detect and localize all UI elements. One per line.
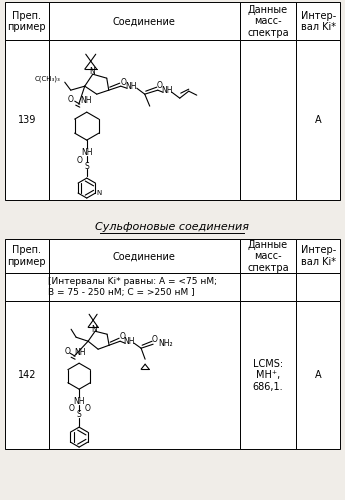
Text: Соединение: Соединение <box>112 251 176 261</box>
Bar <box>239 301 296 449</box>
Bar <box>296 301 340 449</box>
Text: [Интервалы Ki* равны: A = <75 нМ;
B = 75 - 250 нМ; C = >250 нМ ]: [Интервалы Ki* равны: A = <75 нМ; B = 75… <box>48 278 217 297</box>
Bar <box>239 2 296 40</box>
Bar <box>296 2 340 40</box>
Bar <box>49 273 239 301</box>
Text: S: S <box>85 162 89 170</box>
Text: Соединение: Соединение <box>112 16 176 26</box>
Text: LCMS:
MH⁺,
686,1.: LCMS: MH⁺, 686,1. <box>253 358 283 392</box>
Text: Сульфоновые соединения: Сульфоновые соединения <box>95 222 249 232</box>
Text: O: O <box>119 332 125 340</box>
Text: NH: NH <box>125 82 137 90</box>
Bar <box>296 40 340 200</box>
Text: O: O <box>68 404 74 412</box>
Bar <box>5 273 49 301</box>
Text: Преп.
пример: Преп. пример <box>8 10 46 32</box>
Text: NH: NH <box>75 348 86 356</box>
Bar <box>239 239 296 273</box>
Text: NH: NH <box>161 86 172 94</box>
Text: A: A <box>315 370 322 380</box>
Text: Интер-
вал Ki*: Интер- вал Ki* <box>300 10 336 32</box>
Text: O: O <box>77 156 83 164</box>
Bar <box>296 273 340 301</box>
Text: NH: NH <box>81 148 92 156</box>
Bar <box>5 301 49 449</box>
Text: A: A <box>315 116 322 126</box>
Text: NH₂: NH₂ <box>158 338 173 347</box>
Bar <box>49 301 239 449</box>
Text: NH: NH <box>80 96 91 104</box>
Text: N: N <box>97 190 102 196</box>
Text: N: N <box>91 324 97 334</box>
Text: O: O <box>151 334 157 344</box>
Bar <box>5 239 49 273</box>
Bar <box>49 2 239 40</box>
Bar <box>296 239 340 273</box>
Text: NH: NH <box>73 396 85 406</box>
Text: 139: 139 <box>18 116 36 126</box>
Text: Данные
масс-
спектра: Данные масс- спектра <box>247 240 289 273</box>
Bar <box>5 2 49 40</box>
Text: O: O <box>121 78 127 86</box>
Bar <box>239 273 296 301</box>
Text: N: N <box>89 66 95 76</box>
Text: C(CH₃)₃: C(CH₃)₃ <box>35 76 61 82</box>
Bar <box>5 40 49 200</box>
Text: O: O <box>68 94 74 104</box>
Text: O: O <box>84 404 90 412</box>
Text: Преп.
пример: Преп. пример <box>8 246 46 267</box>
Text: 142: 142 <box>18 370 36 380</box>
Text: S: S <box>77 410 81 418</box>
Text: Интер-
вал Ki*: Интер- вал Ki* <box>300 246 336 267</box>
Text: O: O <box>157 80 163 90</box>
Text: Данные
масс-
спектра: Данные масс- спектра <box>247 5 289 38</box>
Text: O: O <box>64 346 70 356</box>
Bar <box>49 239 239 273</box>
Text: NH: NH <box>124 336 135 345</box>
Bar <box>239 40 296 200</box>
Bar <box>49 40 239 200</box>
